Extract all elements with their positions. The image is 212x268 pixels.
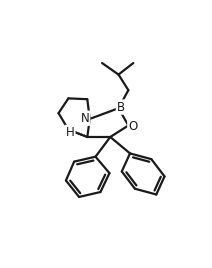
Text: O: O xyxy=(128,120,138,133)
Text: B: B xyxy=(117,100,125,114)
Text: H: H xyxy=(66,126,74,139)
Text: N: N xyxy=(80,112,89,125)
